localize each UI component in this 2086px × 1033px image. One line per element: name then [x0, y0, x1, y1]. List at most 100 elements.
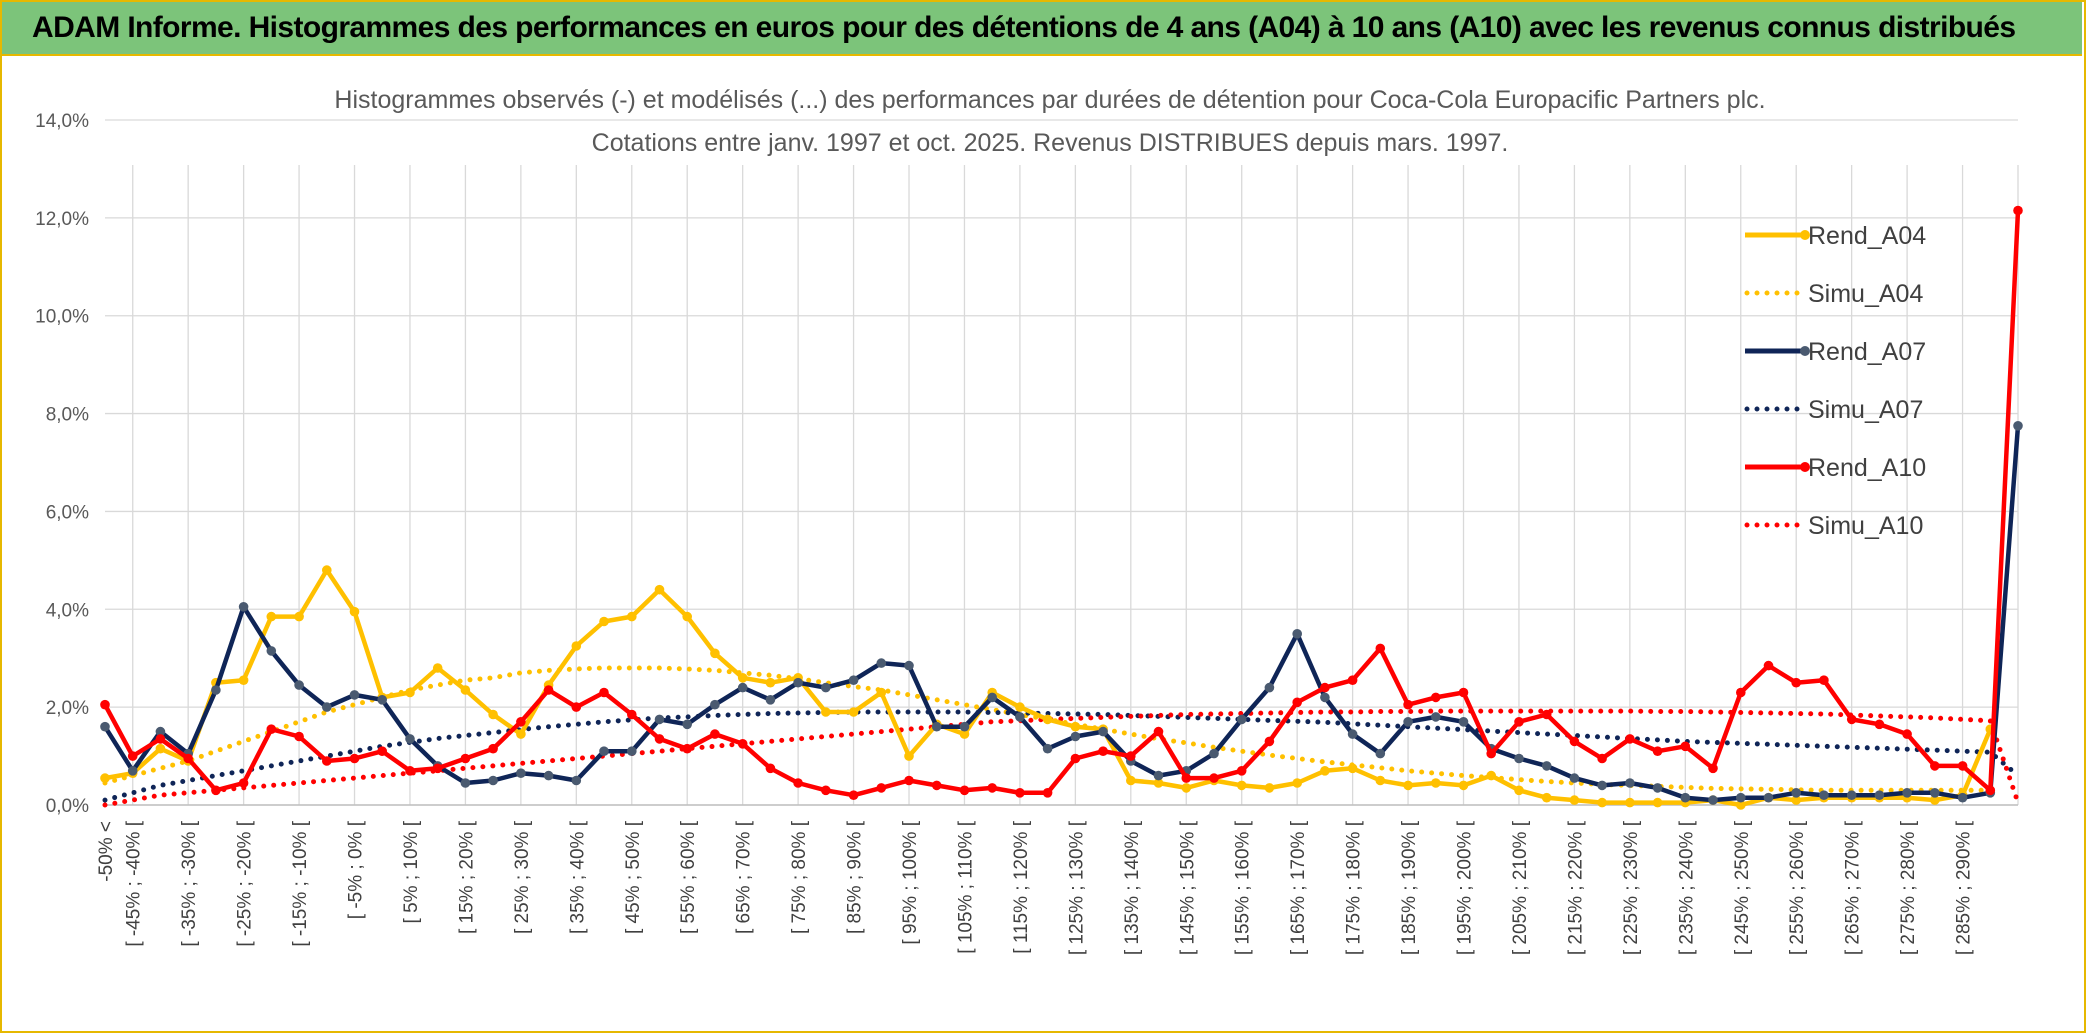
data-point	[488, 709, 498, 720]
data-point	[571, 702, 582, 712]
x-tick-label: [ 25% ; 30% [	[512, 820, 533, 934]
data-point	[1070, 731, 1081, 742]
x-tick-label: [ 285% ; 290% [	[1954, 820, 1975, 955]
data-point	[599, 687, 609, 698]
y-tick-label: 0,0%	[46, 796, 89, 817]
data-point	[1902, 788, 1912, 798]
x-tick-label: [ 225% ; 230% [	[1621, 820, 1642, 955]
x-tick-label: [ 95% ; 100% [	[900, 820, 921, 944]
data-point	[2013, 205, 2023, 216]
data-point	[876, 783, 887, 793]
data-point	[1458, 780, 1469, 791]
x-tick-label: [ -45% ; -40% [	[124, 820, 145, 946]
x-tick-label: [ 145% ; 150% [	[1177, 820, 1198, 955]
data-point	[1957, 761, 1968, 771]
data-point	[710, 729, 720, 739]
x-tick-label: [ 175% ; 180% [	[1344, 820, 1365, 955]
data-point	[987, 783, 997, 793]
data-point	[1320, 766, 1330, 776]
data-point	[821, 707, 831, 717]
data-point	[931, 780, 942, 791]
data-point	[1652, 797, 1663, 808]
legend-label: Simu_A04	[1808, 280, 1923, 308]
data-point	[238, 602, 249, 612]
data-point	[1264, 736, 1275, 747]
data-point	[987, 692, 997, 703]
x-tick-label: [ 85% ; 90% [	[845, 820, 866, 934]
data-point	[349, 606, 360, 617]
data-point	[294, 731, 304, 742]
data-point	[1791, 788, 1801, 798]
data-point	[460, 685, 471, 695]
data-point	[405, 766, 415, 776]
data-point	[959, 729, 970, 739]
data-point	[2013, 421, 2023, 431]
data-point	[1403, 699, 1413, 710]
data-point	[1763, 660, 1774, 671]
data-point	[627, 709, 637, 720]
data-point	[765, 695, 776, 705]
legend-label: Simu_A10	[1808, 512, 1923, 540]
data-point	[1181, 783, 1192, 793]
data-point	[266, 724, 277, 734]
series-Simu_A04	[102, 665, 1993, 793]
data-point	[1514, 717, 1524, 727]
data-point	[1403, 780, 1413, 791]
y-axis: 0,0% 2,0% 4,0% 6,0% 8,0% 10,0% 12,0% 14,0%	[35, 111, 89, 817]
series-line	[102, 709, 2021, 803]
data-point	[1292, 697, 1302, 708]
data-point	[1153, 778, 1164, 788]
data-point	[1930, 795, 1940, 805]
data-point	[904, 751, 914, 761]
x-tick-label: [ 55% ; 60% [	[678, 820, 699, 934]
x-tick-label: [ 185% ; 190% [	[1399, 820, 1420, 955]
data-point	[1431, 778, 1441, 788]
data-point	[516, 768, 526, 778]
data-point	[432, 763, 443, 774]
series-line	[102, 708, 2021, 808]
data-point	[405, 687, 415, 698]
data-point	[1209, 748, 1219, 759]
data-point	[1264, 783, 1275, 793]
y-tick-label: 12,0%	[35, 209, 89, 230]
data-point	[1569, 736, 1580, 747]
data-point	[1625, 734, 1635, 744]
legend-item-Rend_A07: Rend_A07	[1745, 338, 1926, 366]
x-tick-label: [ 245% ; 250% [	[1732, 820, 1753, 955]
data-point	[654, 584, 665, 595]
x-tick-label: [ 265% ; 270% [	[1843, 820, 1864, 955]
data-point	[959, 785, 970, 796]
data-point	[1930, 761, 1940, 771]
data-point	[432, 663, 443, 673]
chart-subtitle: Cotations entre janv. 1997 et oct. 2025.…	[592, 129, 1509, 157]
data-point	[1236, 714, 1247, 725]
data-point	[488, 775, 498, 786]
legend-item-Rend_A10: Rend_A10	[1745, 454, 1926, 482]
y-tick-label: 14,0%	[35, 111, 89, 132]
data-point	[1264, 682, 1275, 693]
data-point	[682, 611, 692, 622]
data-point	[1403, 717, 1413, 727]
data-point	[460, 778, 471, 788]
data-point	[765, 677, 776, 688]
data-point	[654, 734, 665, 744]
x-tick-label: [ 75% ; 80% [	[789, 820, 810, 934]
data-point	[349, 753, 360, 764]
series	[100, 205, 2023, 810]
y-tick-label: 6,0%	[46, 502, 89, 523]
x-tick-label: [ 35% ; 40% [	[567, 820, 588, 934]
data-point	[1042, 743, 1053, 754]
series-line	[104, 567, 1993, 808]
x-tick-label: [ 125% ; 130% [	[1066, 820, 1087, 955]
data-point	[1292, 629, 1302, 639]
data-point	[1015, 788, 1025, 798]
data-point	[516, 729, 526, 739]
data-point	[211, 685, 221, 695]
data-point	[1514, 753, 1524, 764]
data-point	[1708, 763, 1718, 774]
x-tick-label: [ -5% ; 0% [	[346, 820, 367, 919]
data-point	[543, 770, 554, 781]
x-tick-label: [ 105% ; 110% [	[955, 820, 976, 953]
data-point	[1236, 780, 1247, 791]
